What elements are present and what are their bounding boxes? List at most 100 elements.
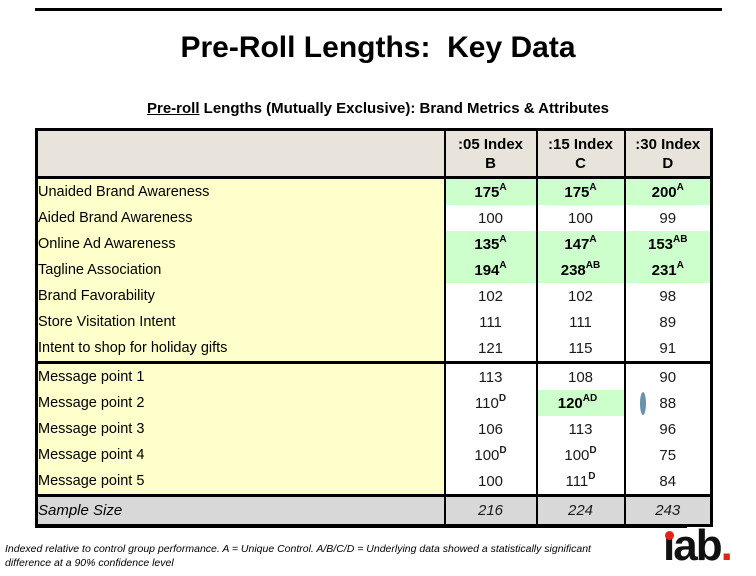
column-header-letter: D bbox=[662, 154, 674, 172]
significance-superscript: A bbox=[676, 259, 684, 271]
top-divider-line bbox=[35, 8, 722, 11]
row-label: Aided Brand Awareness bbox=[36, 205, 445, 231]
data-cell: 91 bbox=[623, 335, 712, 363]
cell-value: 135 bbox=[474, 235, 500, 253]
data-cell: 75 bbox=[623, 442, 712, 468]
data-cell: 224 bbox=[535, 494, 625, 526]
data-cell-significant: 120AD bbox=[535, 390, 647, 416]
cell-value: 121 bbox=[477, 339, 504, 357]
significance-superscript: AB bbox=[673, 233, 688, 245]
cell-value: 224 bbox=[567, 502, 594, 519]
cell-value: 100 bbox=[567, 209, 594, 227]
cell-value: 102 bbox=[477, 287, 504, 305]
data-cell: 216 bbox=[443, 494, 537, 526]
data-cell-significant: 147A bbox=[535, 231, 625, 257]
data-cell: 115 bbox=[535, 335, 625, 363]
footnote-line-2: difference at a 90% confidence level bbox=[5, 557, 174, 569]
cell-value: 84 bbox=[659, 472, 677, 490]
data-cell: 89 bbox=[623, 309, 712, 335]
data-cell: 111 bbox=[535, 309, 625, 335]
table-row: Unaided Brand Awareness 175A 175A 200A bbox=[36, 177, 712, 205]
table-row: Tagline Association 194A 238AB 231A bbox=[36, 257, 712, 283]
cell-value: 243 bbox=[655, 502, 681, 519]
data-cell: 90 bbox=[623, 361, 712, 390]
data-cell-significant: 200A bbox=[623, 177, 712, 205]
significance-superscript: A bbox=[499, 233, 507, 245]
cell-value: 75 bbox=[659, 446, 677, 464]
table-row: Message point 4 100D 100D 75 bbox=[36, 442, 712, 468]
table-row: Store Visitation Intent 111 111 89 bbox=[36, 309, 712, 335]
significance-superscript: D bbox=[498, 392, 507, 404]
row-label: Tagline Association bbox=[36, 257, 445, 283]
cell-value: 238 bbox=[560, 261, 586, 279]
metrics-table: :05 Index B :15 Index C :30 Index D Unai… bbox=[35, 128, 713, 527]
iab-logo-red-period: . bbox=[720, 521, 733, 570]
cell-value: 90 bbox=[659, 368, 677, 386]
caption-rest: Lengths (Mutually Exclusive): Brand Metr… bbox=[199, 100, 610, 117]
table-row: Message point 2 110D 120AD 88 bbox=[36, 390, 712, 416]
cell-value: 106 bbox=[477, 420, 504, 438]
table-row: Aided Brand Awareness 100 100 99 bbox=[36, 205, 712, 231]
data-cell-significant: 175A bbox=[443, 177, 537, 205]
cell-value: 110 bbox=[474, 394, 499, 412]
page-title: Pre-Roll Lengths: Key Data bbox=[180, 31, 576, 64]
data-cell: 108 bbox=[535, 361, 625, 390]
table-row: Online Ad Awareness 135A 147A 153AB bbox=[36, 231, 712, 257]
cell-value: 115 bbox=[568, 339, 593, 357]
data-cell-significant: 153AB bbox=[623, 231, 712, 257]
data-cell-significant: 238AB bbox=[535, 257, 625, 283]
cell-value: 147 bbox=[564, 235, 590, 253]
cell-value: 231 bbox=[651, 261, 677, 279]
table-row: Intent to shop for holiday gifts 121 115 91 bbox=[36, 335, 712, 363]
cell-value: 89 bbox=[659, 313, 677, 331]
caption-underlined-word: Pre-roll bbox=[146, 100, 200, 117]
data-cell: 100 bbox=[443, 205, 537, 231]
data-cell: 121 bbox=[443, 335, 537, 363]
significance-superscript: A bbox=[589, 181, 597, 193]
data-cell-significant: 175A bbox=[535, 177, 625, 205]
iab-logo-text: ıab bbox=[663, 521, 723, 570]
bottom-divider-line bbox=[35, 525, 687, 528]
cell-value: 108 bbox=[567, 368, 594, 386]
data-cell: 100 bbox=[535, 205, 625, 231]
data-cell: 88 bbox=[623, 390, 712, 416]
cell-value: 216 bbox=[477, 502, 504, 519]
cell-value: 102 bbox=[567, 287, 594, 305]
column-header-05: :05 Index B bbox=[443, 129, 537, 178]
data-cell: 100D bbox=[443, 442, 537, 468]
cell-value: 194 bbox=[474, 261, 500, 279]
table-header-row: :05 Index B :15 Index C :30 Index D bbox=[36, 129, 712, 178]
cell-value: 99 bbox=[659, 209, 677, 227]
table-row: Brand Favorability 102 102 98 bbox=[36, 283, 712, 309]
data-cell: 111D bbox=[535, 468, 625, 496]
row-label: Message point 1 bbox=[36, 361, 445, 390]
header-empty-cell bbox=[36, 129, 445, 178]
sample-size-row: Sample Size 216 224 243 bbox=[36, 494, 712, 526]
data-cell: 100 bbox=[443, 468, 537, 496]
cell-value: 175 bbox=[474, 183, 500, 201]
data-cell: 243 bbox=[623, 494, 712, 526]
data-cell-significant: 135A bbox=[443, 231, 537, 257]
column-header-15: :15 Index C bbox=[535, 129, 625, 178]
cell-value: 96 bbox=[659, 420, 677, 438]
column-header-time: :30 Index bbox=[635, 135, 701, 153]
data-cell: 99 bbox=[623, 205, 712, 231]
table-row: Message point 5 100 111D 84 bbox=[36, 468, 712, 496]
row-label: Unaided Brand Awareness bbox=[36, 177, 445, 205]
cell-value: 100 bbox=[564, 446, 590, 464]
data-cell: 106 bbox=[443, 416, 537, 442]
cell-value: 111 bbox=[569, 313, 592, 331]
significance-superscript: A bbox=[589, 233, 597, 245]
cell-value: 91 bbox=[659, 339, 677, 357]
significance-superscript: A bbox=[499, 259, 507, 271]
table-row: Message point 1 113 108 90 bbox=[36, 361, 712, 390]
cell-value: 111 bbox=[479, 313, 502, 331]
row-label: Store Visitation Intent bbox=[36, 309, 445, 335]
column-header-time: :15 Index bbox=[547, 135, 614, 153]
cell-value: 100 bbox=[474, 446, 500, 464]
data-cell-significant: 231A bbox=[623, 257, 712, 283]
data-cell: 98 bbox=[623, 283, 712, 309]
cell-value: 100 bbox=[477, 472, 504, 490]
significance-superscript: D bbox=[588, 470, 596, 482]
cell-value: 98 bbox=[659, 287, 677, 305]
